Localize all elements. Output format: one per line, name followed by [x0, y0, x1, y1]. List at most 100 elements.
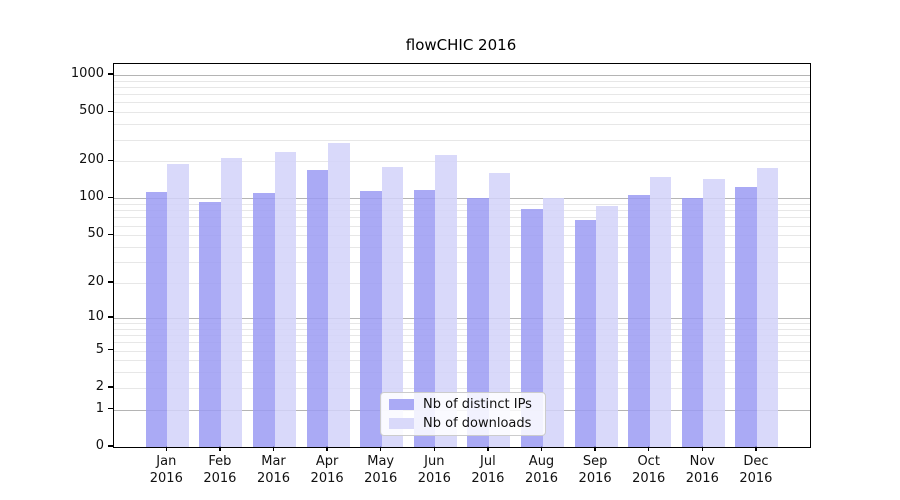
bar-downloads-sep	[596, 205, 618, 447]
x-tick-label: Jun 2016	[417, 454, 451, 486]
gridline-minor	[114, 323, 810, 324]
gridline-minor	[114, 161, 810, 163]
gridline-minor	[114, 247, 810, 248]
y-tick-label: 1	[95, 400, 104, 416]
bar-distinct-ips-may	[360, 191, 382, 447]
gridline-minor	[114, 94, 810, 96]
bar-downloads-may	[381, 167, 404, 447]
bar-downloads-mar	[274, 151, 296, 447]
x-tick-label: Feb 2016	[203, 454, 237, 486]
x-tick-label: May 2016	[364, 454, 398, 486]
y-tick-mark	[108, 110, 113, 112]
x-tick-label: Dec 2016	[739, 454, 773, 486]
gridline-minor	[114, 235, 810, 237]
gridline-minor	[114, 350, 810, 352]
gridline-minor	[114, 360, 810, 362]
bar-distinct-ips-oct	[628, 194, 650, 447]
plot-area	[113, 63, 811, 448]
y-tick-mark	[108, 281, 113, 283]
gridline-minor	[114, 335, 810, 337]
x-tick-label: Jul 2016	[471, 454, 505, 486]
gridline-minor	[114, 102, 810, 104]
x-tick-mark	[219, 446, 221, 451]
bar-distinct-ips-jul	[467, 197, 489, 447]
y-tick-mark	[108, 407, 113, 410]
gridline-minor	[114, 283, 810, 285]
bar-downloads-nov	[703, 179, 725, 447]
y-tick-label: 0	[95, 438, 104, 453]
bar-distinct-ips-sep	[574, 219, 597, 447]
bar-distinct-ips-mar	[253, 193, 275, 447]
y-tick-mark	[108, 196, 113, 199]
bar-distinct-ips-aug	[521, 209, 543, 447]
y-tick-mark	[108, 348, 113, 351]
x-tick-mark	[648, 446, 650, 451]
gridline-major	[114, 74, 810, 76]
y-tick-label: 20	[87, 274, 104, 290]
x-tick-label: Oct 2016	[632, 454, 666, 486]
bar-downloads-dec	[756, 167, 779, 447]
x-tick-mark	[701, 446, 703, 451]
gridline-major	[114, 317, 810, 319]
x-tick-label: Jan 2016	[149, 454, 183, 486]
bar-downloads-jun	[435, 154, 457, 447]
y-tick-mark	[108, 316, 113, 318]
bar-distinct-ips-jan	[145, 191, 168, 447]
legend-swatch-downloads	[389, 418, 414, 429]
bar-downloads-jan	[167, 164, 189, 447]
chart-title: flowCHIC 2016	[405, 36, 517, 54]
gridline-minor	[114, 225, 810, 227]
x-tick-label: Sep 2016	[578, 454, 612, 486]
legend-row-downloads: Nb of downloads	[381, 416, 545, 431]
gridline-minor	[114, 387, 810, 389]
legend-label-distinct-ips: Nb of distinct IPs	[423, 397, 532, 412]
gridline-minor	[114, 112, 810, 114]
x-tick-mark	[594, 446, 596, 451]
legend-label-downloads: Nb of downloads	[423, 416, 532, 431]
gridline-minor	[114, 262, 810, 264]
x-tick-mark	[165, 446, 167, 451]
bar-downloads-oct	[649, 177, 672, 447]
y-tick-mark	[108, 233, 113, 235]
y-tick-mark	[108, 445, 113, 447]
y-tick-label: 100	[79, 189, 104, 205]
y-tick-mark	[108, 386, 113, 388]
y-tick-label: 200	[79, 152, 104, 168]
bar-downloads-apr	[328, 142, 350, 447]
gridline-minor	[114, 139, 810, 141]
x-tick-mark	[272, 446, 275, 451]
gridline-major	[114, 198, 810, 200]
legend: Nb of distinct IPs Nb of downloads	[380, 392, 546, 436]
y-tick-label: 2	[95, 378, 104, 394]
x-tick-label: Nov 2016	[685, 454, 719, 486]
legend-swatch-distinct-ips	[389, 399, 414, 410]
x-tick-label: Aug 2016	[524, 454, 559, 486]
y-tick-label: 5	[95, 341, 104, 357]
bar-downloads-jul	[488, 173, 511, 447]
x-tick-mark	[487, 446, 489, 451]
gridline-minor	[114, 217, 810, 219]
gridline-minor	[114, 342, 810, 344]
y-tick-mark	[108, 159, 113, 162]
y-tick-label: 1000	[70, 65, 104, 81]
bar-distinct-ips-feb	[199, 201, 221, 447]
y-tick-label: 500	[79, 103, 104, 119]
gridline-minor	[114, 204, 810, 206]
y-tick-mark	[108, 73, 113, 75]
bar-distinct-ips-nov	[681, 197, 704, 447]
x-tick-mark	[380, 446, 382, 451]
x-tick-mark	[326, 446, 328, 451]
x-tick-label: Mar 2016	[256, 454, 291, 486]
gridline-minor	[114, 86, 810, 88]
bar-downloads-feb	[220, 157, 243, 447]
bar-distinct-ips-apr	[306, 170, 329, 447]
bar-distinct-ips-dec	[735, 186, 757, 447]
x-tick-label: Apr 2016	[310, 454, 344, 486]
gridline-minor	[114, 210, 810, 212]
x-tick-mark	[433, 446, 435, 451]
gridline-minor	[114, 372, 810, 374]
legend-row-distinct-ips: Nb of distinct IPs	[381, 397, 545, 412]
y-tick-label: 50	[87, 226, 104, 242]
x-tick-mark	[540, 446, 543, 451]
gridline-minor	[114, 328, 810, 330]
